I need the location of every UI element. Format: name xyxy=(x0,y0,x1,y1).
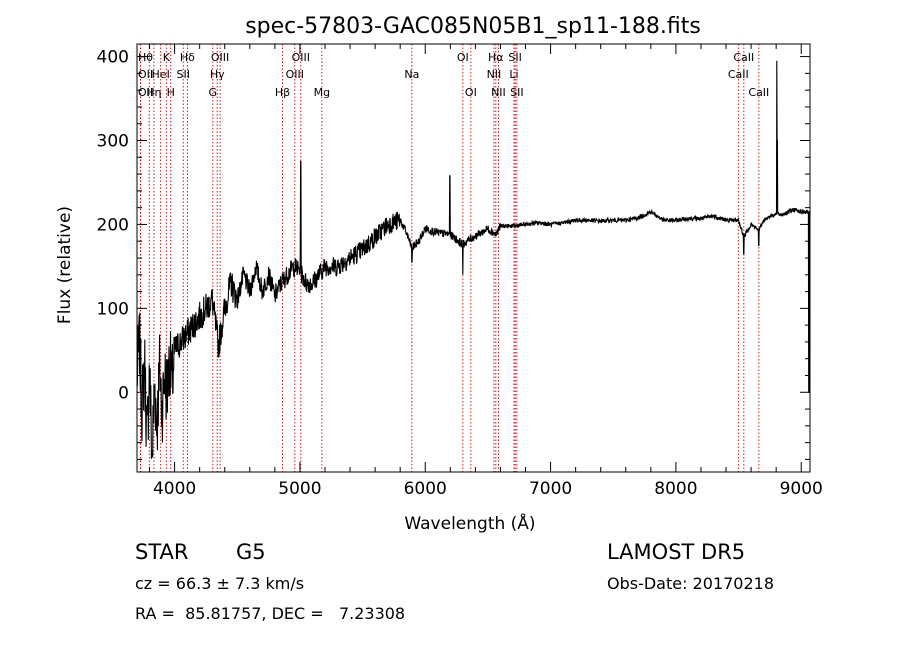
spectral-line-label: Hθ xyxy=(138,51,153,64)
observation-date: Obs-Date: 20170218 xyxy=(607,574,775,593)
spectral-line-label: Na xyxy=(404,68,419,81)
y-tick-label: 400 xyxy=(97,48,129,68)
spectral-line-label: Hβ xyxy=(275,86,290,99)
spectral-line-label: OII xyxy=(138,68,153,81)
spectral-line-label: Hα xyxy=(488,51,504,64)
spectral-line-labels: Hθ OII OII K HeI Hη H Hδ SII OIII Hγ G OIII OIII Hβ Mg N… xyxy=(138,51,769,99)
y-tick-label: 100 xyxy=(97,299,129,319)
spectral-line-label: NII xyxy=(491,86,506,99)
object-class: STAR xyxy=(135,540,189,564)
sky-coordinates: RA = 85.81757, DEC = 7.23308 xyxy=(135,604,406,623)
spectral-line-label: H xyxy=(167,86,175,99)
y-axis-label: Flux (relative) xyxy=(55,206,75,324)
spectral-line-label: OIII xyxy=(292,51,310,64)
x-tick-label: 6000 xyxy=(404,479,447,499)
spectral-line-label: Hη xyxy=(146,86,161,99)
x-axis-label: Wavelength (Å) xyxy=(404,512,535,534)
spectral-line-label: SII xyxy=(510,86,523,99)
redshift-velocity: cz = 66.3 ± 7.3 km/s xyxy=(135,574,305,593)
spectrum-line xyxy=(136,60,810,459)
spectral-line-label: SII xyxy=(508,51,521,64)
spectral-line-label: OIII xyxy=(211,51,229,64)
spectral-line-markers xyxy=(139,44,760,472)
x-axis-ticks: 4000 5000 6000 7000 8000 9000 xyxy=(149,44,823,499)
x-tick-label: 7000 xyxy=(529,479,572,499)
spectral-line-label: CaII xyxy=(748,86,769,99)
y-axis-ticks: 0 100 200 300 400 xyxy=(97,48,810,460)
plot-frame xyxy=(136,43,811,473)
x-tick-label: 9000 xyxy=(780,479,823,499)
spectral-line-label: OI xyxy=(465,86,477,99)
spectral-line-label: OII xyxy=(138,86,153,99)
spectral-line-label: CaII xyxy=(733,51,754,64)
spectral-line-label: Li xyxy=(509,68,518,81)
object-subclass: G5 xyxy=(236,540,266,564)
y-tick-label: 300 xyxy=(97,132,129,152)
spectral-line-label: NII xyxy=(487,68,502,81)
spectral-line-label: SII xyxy=(177,68,190,81)
spectral-line-label: CaII xyxy=(728,68,749,81)
spectral-line-label: Hγ xyxy=(210,68,225,81)
survey-name: LAMOST DR5 xyxy=(607,540,746,564)
x-tick-label: 8000 xyxy=(654,479,697,499)
chart-title: spec-57803-GAC085N05B1_sp11-188.fits xyxy=(245,14,701,39)
spectral-line-label: Hδ xyxy=(180,51,195,64)
y-tick-label: 200 xyxy=(97,215,129,235)
spectral-line-label: OI xyxy=(457,51,469,64)
y-tick-label: 0 xyxy=(118,383,129,403)
spectral-line-label: OIII xyxy=(286,68,304,81)
spectral-line-label: Mg xyxy=(314,86,330,99)
spectral-line-label: K xyxy=(163,51,171,64)
spectral-line-label: HeI xyxy=(152,68,170,81)
x-tick-label: 5000 xyxy=(278,479,321,499)
x-tick-label: 4000 xyxy=(153,479,196,499)
spectral-line-label: G xyxy=(209,86,218,99)
